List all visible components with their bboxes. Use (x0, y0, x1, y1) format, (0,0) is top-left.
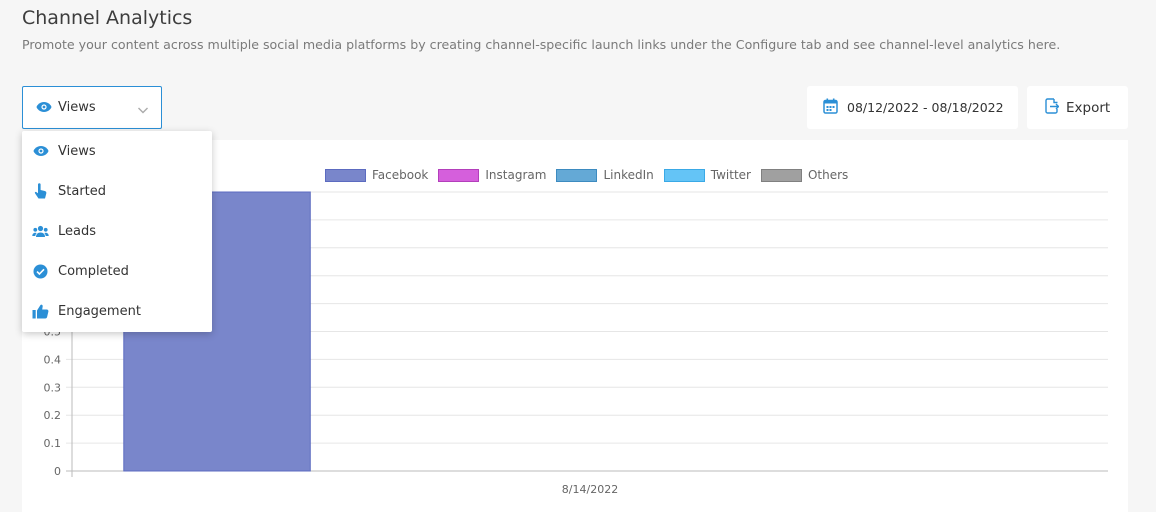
menu-item-label: Views (58, 143, 96, 159)
menu-item-started[interactable]: Started (22, 171, 212, 211)
page-title: Channel Analytics (22, 7, 193, 29)
legend-label: Instagram (485, 168, 547, 182)
legend-item-others[interactable]: Others (760, 168, 849, 182)
users-icon (32, 223, 49, 240)
menu-item-label: Completed (58, 263, 129, 279)
legend-label: Others (807, 168, 849, 182)
x-tick-label: 8/14/2022 (562, 483, 618, 496)
metric-select-value: Views (58, 100, 96, 115)
menu-item-completed[interactable]: Completed (22, 251, 212, 291)
export-button[interactable]: Export (1027, 86, 1128, 129)
chart-legend: Facebook Instagram LinkedIn Twitter Othe… (325, 167, 858, 183)
legend-swatch (438, 168, 480, 182)
chevron-down-icon (137, 101, 149, 120)
legend-swatch (556, 168, 598, 182)
legend-item-instagram[interactable]: Instagram (438, 168, 546, 182)
menu-item-label: Started (58, 183, 107, 199)
page-subtitle: Promote your content across multiple soc… (22, 37, 1061, 52)
menu-item-engagement[interactable]: Engagement (22, 291, 212, 331)
pointer-hand-icon (32, 182, 49, 200)
menu-item-label: Leads (58, 223, 97, 239)
check-circle-icon (32, 263, 49, 280)
legend-swatch (760, 168, 802, 182)
eye-icon (36, 98, 52, 117)
thumbs-up-icon (32, 303, 49, 320)
export-icon (1045, 97, 1060, 118)
y-tick-label: 0 (54, 465, 61, 478)
metric-select[interactable]: Views (22, 86, 162, 129)
legend-swatch (325, 168, 366, 182)
legend-label: Twitter (710, 168, 751, 182)
metric-dropdown-menu: Views Started Leads Completed Engagement (22, 131, 212, 332)
menu-item-label: Engagement (58, 303, 141, 319)
legend-item-facebook[interactable]: Facebook (325, 168, 428, 182)
date-range-label: 08/12/2022 - 08/18/2022 (847, 100, 1004, 115)
date-range-button[interactable]: 08/12/2022 - 08/18/2022 (807, 86, 1018, 129)
y-tick-label: 0.1 (44, 437, 62, 450)
legend-label: LinkedIn (603, 168, 654, 182)
legend-item-linkedin[interactable]: LinkedIn (556, 168, 654, 182)
y-tick-label: 0.4 (44, 353, 62, 366)
menu-item-leads[interactable]: Leads (22, 211, 212, 251)
legend-label: Facebook (372, 168, 429, 182)
y-tick-label: 0.3 (44, 381, 62, 394)
legend-swatch (663, 168, 705, 182)
calendar-icon (823, 98, 838, 118)
export-label: Export (1066, 99, 1111, 116)
eye-icon (32, 143, 49, 160)
menu-item-views[interactable]: Views (22, 131, 212, 171)
legend-item-twitter[interactable]: Twitter (663, 168, 751, 182)
y-tick-label: 0.2 (44, 409, 62, 422)
